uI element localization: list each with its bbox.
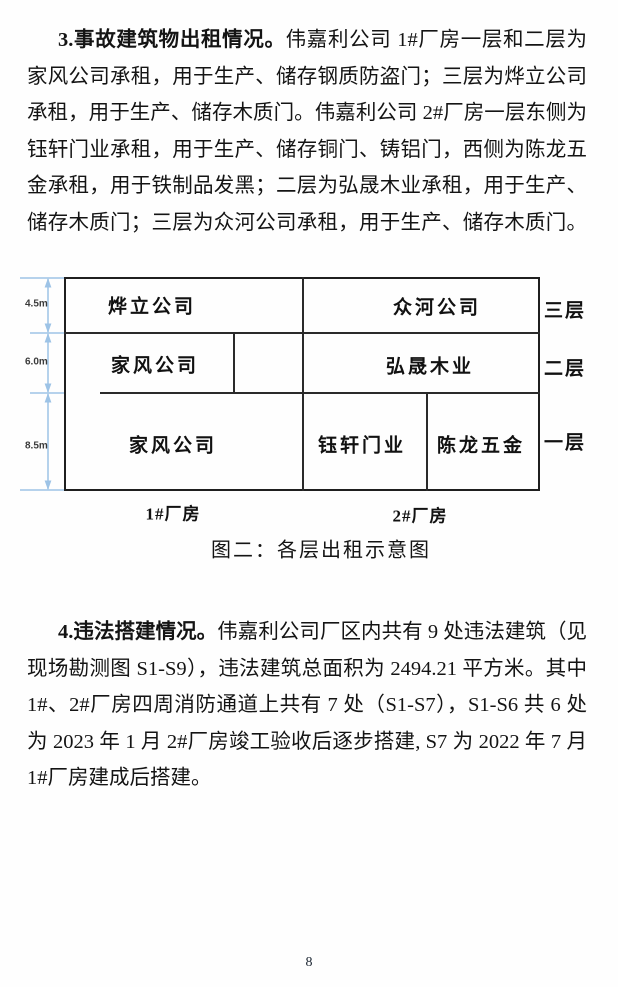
section3-line-text: 伟嘉利公司 1#厂房一层和二层为 <box>285 29 588 51</box>
dimension-label-floor1: 8.5m <box>25 440 48 452</box>
dimension-label-floor2: 6.0m <box>25 356 48 368</box>
cell-floor1-left: 家风公司 <box>128 435 218 457</box>
section3-line: 金承租，用于铁制品发黑；二层为弘晟木业承租，用于生产、 <box>27 175 587 198</box>
dimension-label-floor3: 4.5m <box>25 298 48 310</box>
building-label-1: 1#厂房 <box>145 504 201 524</box>
section4-line: 1#、2#厂房四周消防通道上共有 7 处（S1-S7），S1-S6 共 6 处 <box>27 694 587 717</box>
cell-floor1-right: 陈龙五金 <box>436 435 526 457</box>
section3-paragraph: 3.事故建筑物出租情况。伟嘉利公司 1#厂房一层和二层为 家风公司承租，用于生产… <box>27 22 587 242</box>
cell-floor3-right: 众河公司 <box>392 297 482 319</box>
cell-floor2-left: 家风公司 <box>110 355 200 377</box>
diagram-line-vertical-floor1 <box>426 393 428 491</box>
figure-caption: 图二：各层出租示意图 <box>211 539 431 562</box>
dimension-arrows-icon <box>20 277 65 491</box>
section3-line: 承租，用于生产、储存木质门。伟嘉利公司 2#厂房一层东侧为 <box>27 102 587 125</box>
section3-line: 家风公司承租，用于生产、储存钢质防盗门；三层为烨立公司 <box>27 65 587 88</box>
diagram-line-floor2-floor1 <box>100 392 540 394</box>
section4-line: 4.违法搭建情况。伟嘉利公司厂区内共有 9 处违法建筑（见 <box>27 614 587 651</box>
section4-line: 1#厂房建成后搭建。 <box>27 767 212 790</box>
diagram-line-vertical-floor2 <box>233 333 235 393</box>
section4-paragraph: 4.违法搭建情况。伟嘉利公司厂区内共有 9 处违法建筑（见 现场勘测图 S1-S… <box>27 614 587 797</box>
section4-line: 为 2023 年 1 月 2#厂房竣工验收后逐步搭建, S7 为 2022 年 … <box>27 730 587 753</box>
section3-line: 储存木质门；三层为众河公司承租，用于生产、储存木质门。 <box>27 211 587 234</box>
building-label-2: 2#厂房 <box>392 506 448 526</box>
section4-line: 现场勘测图 S1-S9），违法建筑总面积为 2494.21 平方米。其中 <box>27 657 587 680</box>
section4-line-text: 伟嘉利公司厂区内共有 9 处违法建筑（见 <box>217 621 588 643</box>
cell-floor3-left: 烨立公司 <box>107 296 197 318</box>
floor-label-1: 一层 <box>543 432 587 454</box>
floor-label-2: 二层 <box>543 358 587 380</box>
cell-floor1-mid: 钰轩门业 <box>317 435 407 457</box>
section3-line: 钰轩门业承租，用于生产、储存铜门、铸铝门，西侧为陈龙五 <box>27 138 587 161</box>
page-number: 8 <box>305 955 313 970</box>
section3-line: 3.事故建筑物出租情况。伟嘉利公司 1#厂房一层和二层为 <box>27 22 587 59</box>
section3-heading: 3.事故建筑物出租情况。 <box>58 29 286 51</box>
section4-heading: 4.违法搭建情况。 <box>58 621 218 643</box>
diagram-line-vertical-main <box>302 277 304 491</box>
cell-floor2-right: 弘晟木业 <box>385 356 475 378</box>
floor-label-3: 三层 <box>543 300 587 322</box>
